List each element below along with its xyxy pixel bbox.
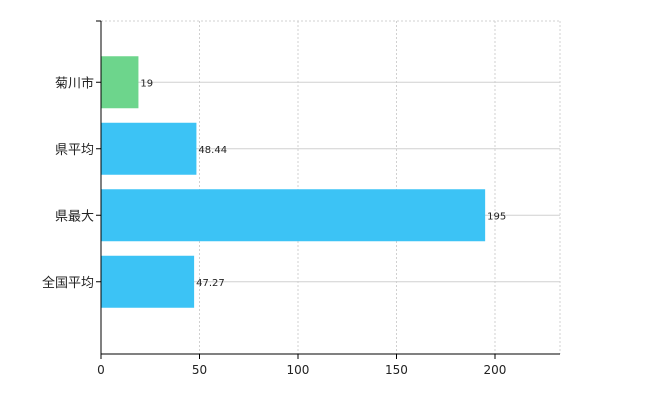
bar-3: [101, 255, 195, 308]
y-tick-label-0: 菊川市: [55, 75, 94, 91]
x-tick-label-1: 50: [192, 363, 207, 377]
y-tick-label-1: 県平均: [55, 143, 94, 158]
bar-2: [101, 189, 486, 242]
data-label-3: 47.27: [196, 278, 225, 289]
data-label-0: 19: [140, 78, 153, 89]
y-tick-label-3: 全国平均: [42, 275, 94, 291]
y-tick-label-2: 県最大: [55, 209, 94, 224]
axes: [100, 21, 560, 355]
bar-0: [101, 56, 139, 109]
bars: [101, 56, 486, 308]
x-tick-label-0: 0: [97, 363, 105, 377]
x-tick-label-2: 100: [287, 363, 310, 377]
x-tick-label-4: 200: [484, 363, 507, 377]
x-tick-label-3: 150: [385, 363, 408, 377]
data-label-2: 195: [487, 211, 506, 222]
labels: 19 菊川市 48.44 県平均 195 県最大 47.27 全国平均 0 50 100 150 200: [42, 20, 507, 377]
data-label-1: 48.44: [198, 145, 227, 156]
bar-1: [101, 122, 197, 175]
